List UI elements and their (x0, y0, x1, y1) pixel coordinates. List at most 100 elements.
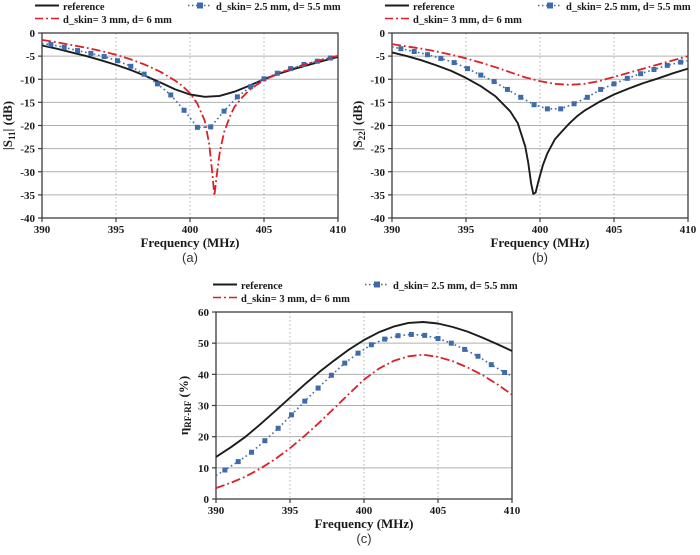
x-axis-title: Frequency (MHz) (490, 235, 589, 250)
x-axis-title: Frequency (MHz) (314, 516, 413, 531)
y-tick-label: -30 (370, 167, 385, 179)
marker-square (451, 60, 457, 66)
legend-label: d_skin= 2.5 mm, d= 5.5 mm (393, 280, 518, 292)
y-tick-label: -5 (376, 51, 386, 63)
dotted-square-sample-icon (188, 1, 212, 13)
x-tick-label: 410 (330, 224, 347, 236)
y-tick-label: 0 (380, 28, 386, 40)
marker-square (571, 101, 577, 107)
legend-label: reference (241, 280, 283, 292)
marker-square (48, 42, 54, 48)
marker-square (61, 44, 67, 50)
x-tick-label: 410 (504, 505, 521, 517)
x-tick-label: 395 (458, 224, 475, 236)
marker-square (355, 350, 361, 356)
chart-panel-c: reference d_skin= 2.5 mm, d= 5.5 mm d_sk… (130, 273, 570, 555)
x-tick-label: 400 (182, 224, 199, 236)
legend-item-dskin3: d_skin= 3 mm, d= 6 mm (385, 14, 522, 26)
y-tick-label: -20 (20, 121, 35, 133)
marker-square (222, 467, 228, 473)
marker-square (208, 124, 214, 130)
marker-square (261, 76, 267, 82)
marker-square (88, 50, 94, 56)
marker-square (328, 372, 334, 378)
marker-square (438, 55, 444, 61)
marker-square (611, 81, 617, 87)
x-tick-label: 390 (208, 505, 225, 517)
y-tick-label: -15 (370, 97, 385, 109)
legend-label: reference (63, 1, 105, 13)
marker-square (75, 48, 81, 54)
y-tick-label: -40 (370, 213, 385, 225)
legend-label: d_skin= 3 mm, d= 6 mm (63, 14, 172, 26)
marker-square (262, 438, 268, 444)
legend-item-dskin3: d_skin= 3 mm, d= 6 mm (213, 293, 350, 305)
marker-square (491, 79, 497, 85)
marker-square (462, 346, 468, 352)
legend-item-dskin3: d_skin= 3 mm, d= 6 mm (35, 14, 172, 26)
marker-square (154, 81, 160, 87)
chart-svg: 390 395 400 405 410 0 10 20 30 40 50 60 Frequency (M… (176, 307, 521, 531)
legend-label: reference (413, 1, 455, 13)
marker-square (478, 72, 484, 78)
marker-square (475, 353, 481, 359)
dashdot-sample-icon (35, 14, 59, 26)
marker-square (141, 71, 147, 77)
y-tick-label: -10 (20, 74, 35, 86)
marker-square (411, 49, 417, 54)
marker-square (651, 67, 657, 73)
marker-square (249, 449, 255, 455)
chart-svg: 390 395 400 405 410 0 -5 -10 -15 -20 -25 -30 -35 -40 F… (350, 28, 697, 250)
chart-panel-b: reference d_skin= 2.5 mm, d= 5.5 mm d_sk… (350, 0, 700, 272)
y-tick-label: -20 (370, 121, 385, 133)
marker-square (368, 342, 374, 348)
marker-square (448, 340, 454, 346)
series-reference (391, 51, 689, 195)
marker-square (234, 94, 240, 100)
y-tick-label: 50 (198, 338, 210, 350)
marker-square (425, 52, 431, 58)
legend-item-dskin25: d_skin= 2.5 mm, d= 5.5 mm (188, 1, 341, 13)
legend-item-dskin25: d_skin= 2.5 mm, d= 5.5 mm (365, 280, 518, 292)
marker-square (584, 94, 590, 100)
y-tick-label: -35 (370, 190, 385, 202)
marker-square (678, 59, 684, 65)
y-tick-label: -30 (20, 167, 35, 179)
series-reference (215, 321, 513, 458)
series-dskin3 (41, 39, 339, 197)
x-tick-label: 395 (108, 224, 125, 236)
marker-square (168, 92, 174, 98)
legend-label: d_skin= 3 mm, d= 6 mm (241, 293, 350, 305)
marker-square (422, 332, 428, 338)
y-tick-label: -25 (20, 144, 35, 156)
chart-svg: 390 395 400 405 410 0 -5 -10 -15 -20 -25 -30 -35 -40 F… (0, 28, 347, 250)
chart-b-caption: (b) (532, 250, 548, 265)
y-tick-label: 20 (198, 432, 210, 444)
legend-label: d_skin= 2.5 mm, d= 5.5 mm (566, 1, 691, 13)
x-tick-label: 400 (356, 505, 373, 517)
y-axis-title: |S11| (dB) (0, 101, 17, 150)
marker-square (181, 107, 187, 113)
y-tick-label: 60 (198, 307, 210, 319)
y-tick-label: 0 (30, 28, 36, 40)
y-tick-label: 10 (198, 463, 210, 475)
x-tick-label: 395 (282, 505, 299, 517)
legend-item-reference: reference (213, 280, 283, 292)
marker-square (248, 84, 254, 90)
marker-square (382, 336, 388, 342)
marker-square (328, 55, 334, 61)
marker-square (504, 86, 510, 92)
marker-square (128, 63, 134, 69)
y-tick-label: -15 (20, 97, 35, 109)
legend-item-reference: reference (385, 1, 455, 13)
line-sample-icon (35, 1, 59, 13)
dotted-square-sample-icon (365, 280, 389, 292)
x-tick-label: 390 (34, 224, 51, 236)
marker-square (531, 102, 537, 108)
x-axis-title: Frequency (MHz) (140, 235, 239, 250)
y-tick-label: -40 (20, 213, 35, 225)
x-tick-label: 410 (680, 224, 697, 236)
legend-label: d_skin= 3 mm, d= 6 mm (413, 14, 522, 26)
marker-square (315, 385, 321, 391)
series-dskin3 (215, 353, 513, 489)
